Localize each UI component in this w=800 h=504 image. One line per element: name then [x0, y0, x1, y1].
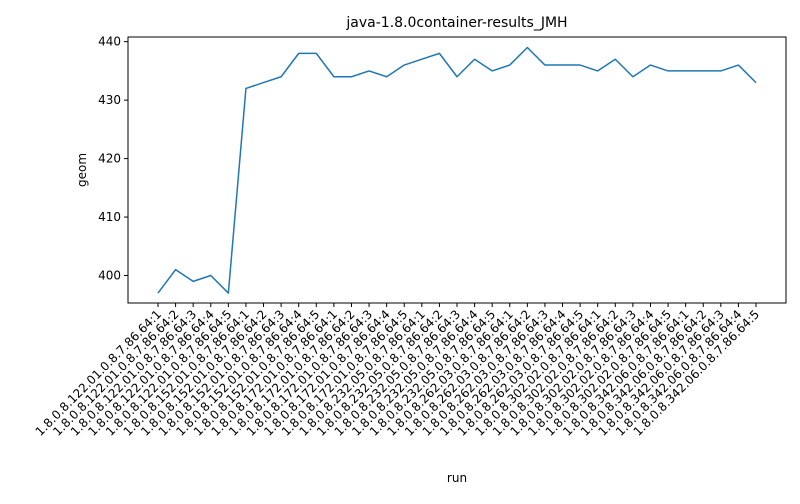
- chart-title: java-1.8.0container-results_JMH: [345, 15, 567, 31]
- series-line: [157, 46, 757, 294]
- plot-area: [157, 46, 757, 294]
- y-tick-label: 410: [98, 210, 121, 224]
- x-axis-label: run: [447, 471, 467, 485]
- y-tick-label: 400: [98, 269, 121, 283]
- y-tick-label: 440: [98, 35, 121, 49]
- y-axis: 400 410 420 430 440: [98, 35, 128, 283]
- y-tick-label: 420: [98, 152, 121, 166]
- x-axis: 1.8.0.8.122.01.0.8.7.86.64:11.8.0.8.122.…: [33, 303, 762, 439]
- y-tick-label: 430: [98, 93, 121, 107]
- y-axis-label: geom: [75, 153, 89, 187]
